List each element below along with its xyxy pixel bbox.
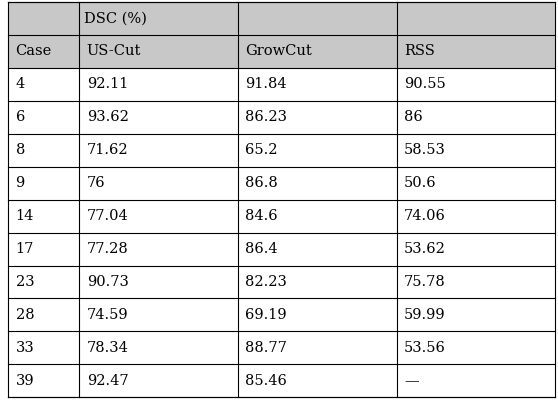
Bar bbox=[8, 332, 555, 364]
Text: 53.56: 53.56 bbox=[404, 341, 446, 355]
Text: 50.6: 50.6 bbox=[404, 176, 436, 190]
Text: 14: 14 bbox=[16, 209, 34, 223]
Text: 8: 8 bbox=[16, 143, 25, 157]
Text: —: — bbox=[404, 374, 418, 388]
Bar bbox=[8, 233, 555, 265]
Text: 39: 39 bbox=[16, 374, 34, 388]
Text: RSS: RSS bbox=[404, 45, 435, 59]
Text: 23: 23 bbox=[16, 275, 34, 289]
Text: 6: 6 bbox=[16, 110, 25, 124]
Text: US-Cut: US-Cut bbox=[86, 45, 141, 59]
Text: 77.04: 77.04 bbox=[86, 209, 128, 223]
Text: 71.62: 71.62 bbox=[86, 143, 128, 157]
Text: DSC (%): DSC (%) bbox=[84, 12, 147, 25]
Text: 92.11: 92.11 bbox=[86, 77, 128, 92]
Text: 74.06: 74.06 bbox=[404, 209, 446, 223]
Text: 82.23: 82.23 bbox=[246, 275, 287, 289]
Text: 33: 33 bbox=[16, 341, 35, 355]
Text: 17: 17 bbox=[16, 242, 34, 256]
Text: 88.77: 88.77 bbox=[246, 341, 287, 355]
Text: 74.59: 74.59 bbox=[86, 308, 128, 322]
Bar bbox=[8, 35, 555, 68]
Text: 75.78: 75.78 bbox=[404, 275, 446, 289]
Bar bbox=[8, 134, 555, 167]
Text: 58.53: 58.53 bbox=[404, 143, 446, 157]
Text: 78.34: 78.34 bbox=[86, 341, 128, 355]
Text: GrowCut: GrowCut bbox=[246, 45, 312, 59]
Bar bbox=[8, 2, 555, 35]
Text: 86.4: 86.4 bbox=[246, 242, 278, 256]
Bar bbox=[8, 167, 555, 200]
Text: 84.6: 84.6 bbox=[246, 209, 278, 223]
Bar bbox=[8, 200, 555, 233]
Text: 69.19: 69.19 bbox=[246, 308, 287, 322]
Text: 85.46: 85.46 bbox=[246, 374, 287, 388]
Text: Case: Case bbox=[16, 45, 52, 59]
Text: 77.28: 77.28 bbox=[86, 242, 128, 256]
Text: 76: 76 bbox=[86, 176, 105, 190]
Text: 53.62: 53.62 bbox=[404, 242, 446, 256]
Bar bbox=[8, 68, 555, 101]
Text: 28: 28 bbox=[16, 308, 34, 322]
Text: 86.8: 86.8 bbox=[246, 176, 278, 190]
Text: 91.84: 91.84 bbox=[246, 77, 287, 92]
Text: 92.47: 92.47 bbox=[86, 374, 128, 388]
Bar bbox=[8, 299, 555, 332]
Text: 86: 86 bbox=[404, 110, 422, 124]
Text: 4: 4 bbox=[16, 77, 25, 92]
Bar bbox=[8, 101, 555, 134]
Text: 90.73: 90.73 bbox=[86, 275, 128, 289]
Bar bbox=[8, 364, 555, 397]
Bar bbox=[8, 265, 555, 299]
Text: 65.2: 65.2 bbox=[246, 143, 278, 157]
Text: 90.55: 90.55 bbox=[404, 77, 446, 92]
Text: 86.23: 86.23 bbox=[246, 110, 287, 124]
Text: 93.62: 93.62 bbox=[86, 110, 128, 124]
Text: 9: 9 bbox=[16, 176, 25, 190]
Text: 59.99: 59.99 bbox=[404, 308, 445, 322]
